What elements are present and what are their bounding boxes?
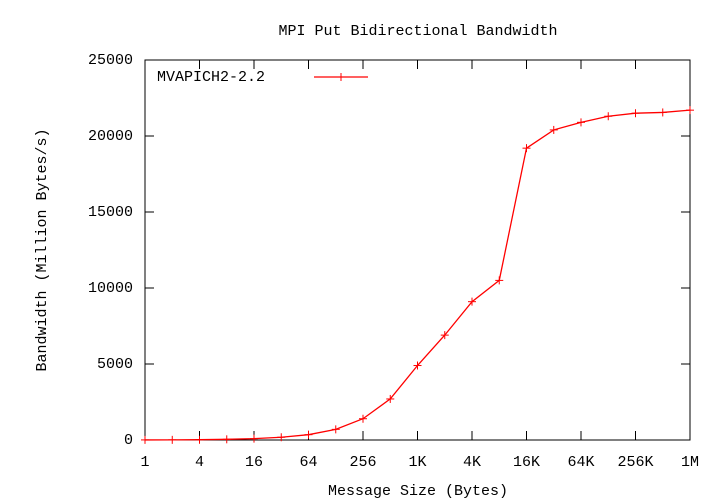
x-tick-label: 1M <box>681 454 699 471</box>
point <box>304 430 313 439</box>
y-tick-label: 5000 <box>97 356 133 373</box>
y-tick-label: 20000 <box>88 128 133 145</box>
point <box>359 414 367 423</box>
point <box>468 297 476 306</box>
x-tick-label: 16K <box>513 454 540 471</box>
point <box>413 361 422 370</box>
point <box>250 434 258 443</box>
x-tick-label: 16 <box>245 454 263 471</box>
point <box>141 435 149 444</box>
x-tick-label: 1 <box>140 454 149 471</box>
point <box>577 118 585 127</box>
point <box>440 331 449 340</box>
y-tick-label: 15000 <box>88 204 133 221</box>
legend-label: MVAPICH2-2.2 <box>157 69 265 86</box>
x-tick-label: 256K <box>617 454 653 471</box>
point <box>549 125 558 134</box>
point <box>495 276 504 285</box>
point <box>386 394 395 403</box>
legend-marker <box>337 73 345 81</box>
chart-title: MPI Put Bidirectional Bandwidth <box>278 23 557 40</box>
x-tick-label: 64K <box>567 454 594 471</box>
point <box>522 144 531 153</box>
point <box>222 435 231 444</box>
y-tick-label: 0 <box>124 432 133 449</box>
point <box>168 435 177 444</box>
point <box>631 109 640 118</box>
point <box>331 425 340 434</box>
point <box>277 433 286 442</box>
x-tick-label: 4K <box>463 454 481 471</box>
x-tick-label: 4 <box>195 454 204 471</box>
point <box>658 108 667 117</box>
y-axis-label: Bandwidth (Million Bytes/s) <box>34 128 51 371</box>
x-tick-label: 64 <box>299 454 317 471</box>
x-axis-label: Message Size (Bytes) <box>328 483 508 500</box>
y-tick-label: 25000 <box>88 52 133 69</box>
point <box>604 112 613 121</box>
point <box>686 106 694 115</box>
point <box>195 435 204 444</box>
y-tick-label: 10000 <box>88 280 133 297</box>
x-tick-label: 256 <box>349 454 376 471</box>
x-tick-label: 1K <box>408 454 426 471</box>
